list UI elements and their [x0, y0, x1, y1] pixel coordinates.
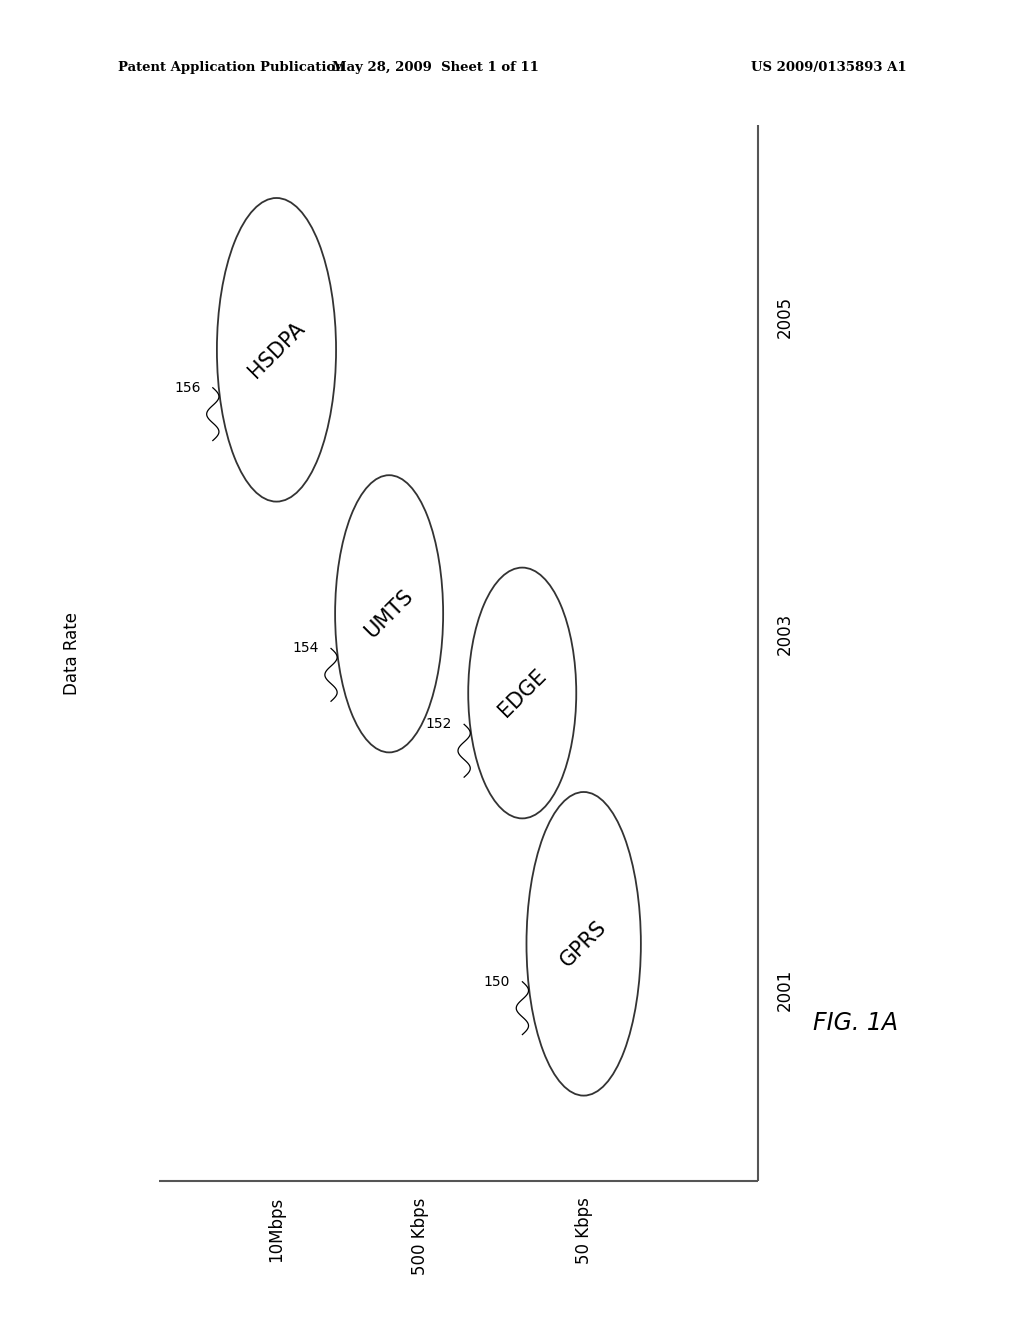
- Text: US 2009/0135893 A1: US 2009/0135893 A1: [751, 61, 906, 74]
- Text: 2003: 2003: [776, 612, 795, 655]
- Text: Data Rate: Data Rate: [62, 612, 81, 694]
- Text: 152: 152: [425, 717, 452, 731]
- Text: HSDPA: HSDPA: [245, 318, 308, 381]
- Text: 50 Kbps: 50 Kbps: [574, 1197, 593, 1265]
- Text: EDGE: EDGE: [495, 665, 550, 721]
- Text: 2005: 2005: [776, 296, 795, 338]
- Text: FIG. 1A: FIG. 1A: [812, 1011, 898, 1035]
- Text: May 28, 2009  Sheet 1 of 11: May 28, 2009 Sheet 1 of 11: [332, 61, 539, 74]
- Text: 10Mbps: 10Mbps: [267, 1197, 286, 1262]
- Text: GPRS: GPRS: [557, 917, 610, 970]
- Text: 150: 150: [483, 974, 510, 989]
- Text: UMTS: UMTS: [361, 586, 417, 642]
- Text: 500 Kbps: 500 Kbps: [411, 1197, 429, 1275]
- Text: 156: 156: [174, 380, 201, 395]
- Text: 2001: 2001: [776, 969, 795, 1011]
- Text: Patent Application Publication: Patent Application Publication: [118, 61, 344, 74]
- Text: 154: 154: [292, 642, 318, 656]
